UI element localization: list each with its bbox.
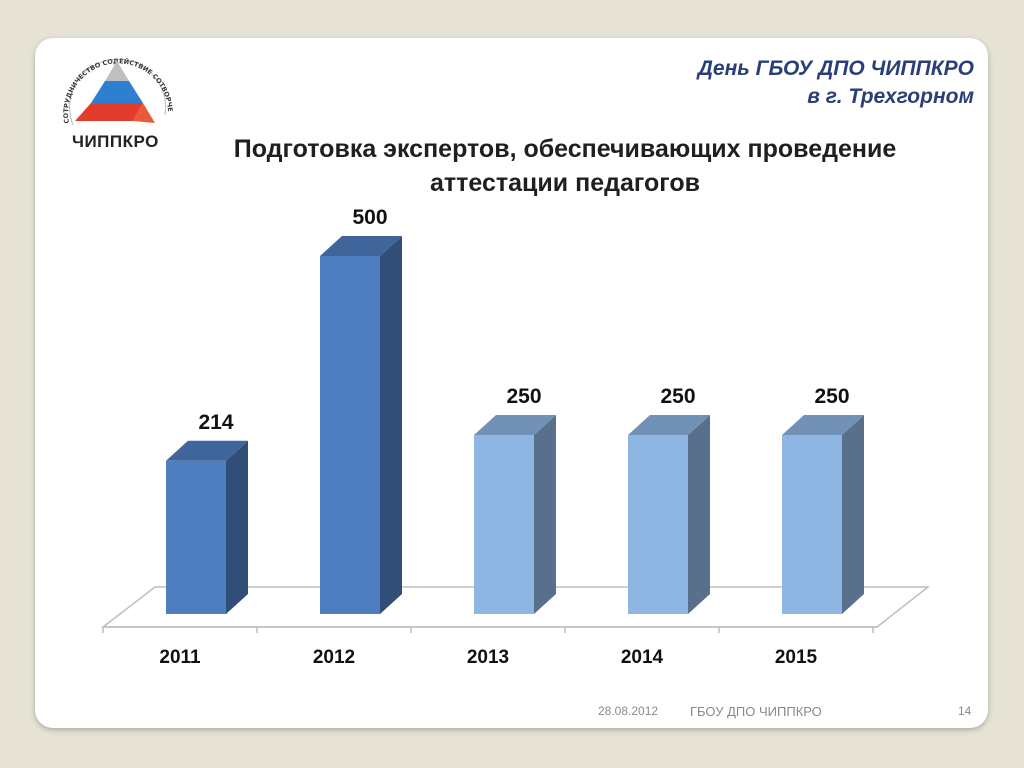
bar-2013: [474, 435, 534, 614]
data-label-2015: 250: [814, 385, 849, 408]
slide-header: День ГБОУ ДПО ЧИППКРО в г. Трехгорном: [698, 55, 974, 111]
category-label-2011: 2011: [159, 647, 201, 668]
data-label-2014: 250: [660, 385, 695, 408]
bar-side-2015: [842, 415, 864, 614]
category-label-2013: 2013: [467, 647, 509, 668]
bar-top-2011: [166, 440, 248, 461]
bar-top-2012: [320, 236, 402, 256]
bar-top-2013: [474, 415, 556, 435]
footer-org: ГБОУ ДПО ЧИППКРО: [690, 704, 822, 719]
bar-side-2011: [226, 440, 248, 614]
data-label-2011: 214: [198, 411, 233, 434]
footer-page-number: 14: [958, 704, 972, 718]
bar-top-2015: [782, 415, 864, 435]
chipkro-logo-icon: СОТРУДНИЧЕСТВО СОДЕЙСТВИЕ СОТВОРЧЕСТВО: [55, 45, 174, 126]
category-label-2015: 2015: [775, 647, 818, 668]
category-label-2014: 2014: [621, 647, 664, 668]
header-line-2: в г. Трехгорном: [807, 85, 974, 108]
footer-date: 28.08.2012: [598, 704, 659, 718]
data-label-2012: 500: [352, 206, 387, 229]
bar-2014: [628, 435, 688, 614]
bar-side-2012: [380, 236, 402, 614]
bar-side-2014: [688, 415, 710, 614]
chart-title: Подготовка экспертов, обеспечивающих про…: [233, 135, 897, 197]
bar-side-2013: [534, 415, 556, 614]
bar-2015: [782, 435, 842, 614]
category-label-2012: 2012: [313, 647, 355, 668]
bar-top-2014: [628, 415, 710, 435]
data-label-2013: 250: [506, 385, 541, 408]
bar-2012: [320, 256, 380, 614]
logo-name: ЧИППКРО: [72, 132, 159, 151]
header-line-1: День ГБОУ ДПО ЧИППКРО: [697, 57, 974, 80]
bar-2011: [166, 460, 226, 614]
